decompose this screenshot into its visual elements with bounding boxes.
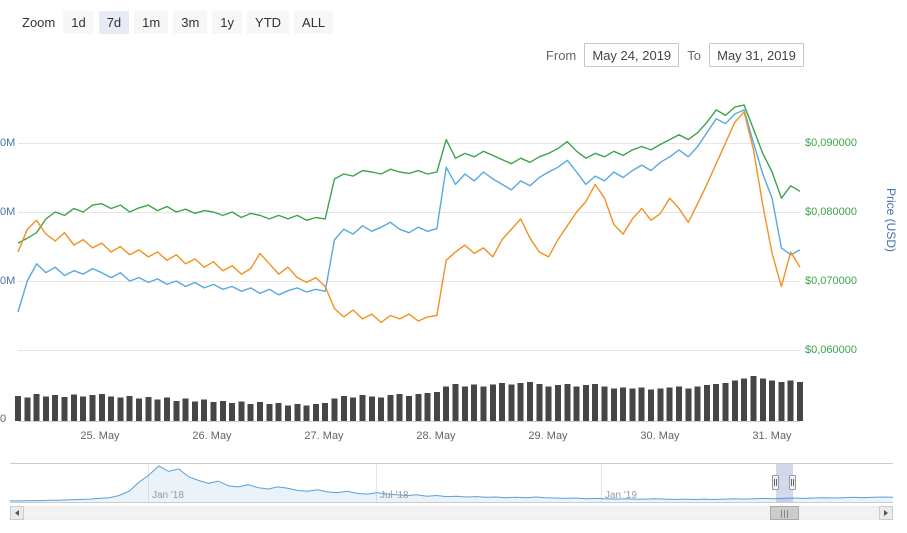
date-axis-tick: 29. May — [528, 430, 568, 442]
right-arrow-icon — [884, 510, 888, 516]
date-axis-tick: 25. May — [80, 430, 120, 442]
scrollbar-thumb[interactable] — [770, 506, 799, 520]
price-gridlines — [18, 143, 800, 351]
date-axis-tick: 27. May — [304, 430, 344, 442]
left-axis-tick-fragment: 0M — [0, 275, 16, 287]
navigator-scrollbar[interactable] — [10, 506, 893, 520]
price-axis-tick: $0,080000 — [805, 206, 857, 218]
scrollbar-left-button[interactable] — [10, 506, 24, 520]
price-axis-tick: $0,070000 — [805, 275, 857, 287]
to-date-input[interactable] — [709, 43, 804, 67]
zoom-label: Zoom — [22, 15, 56, 30]
navigator-tick-label: Jul '18 — [380, 490, 409, 501]
navigator-area — [10, 466, 893, 502]
scrollbar-right-button[interactable] — [879, 506, 893, 520]
date-axis-tick: 26. May — [192, 430, 232, 442]
date-axis-tick: 28. May — [416, 430, 456, 442]
zoom-button-3m[interactable]: 3m — [173, 11, 208, 34]
price-axis-tick: $0,090000 — [805, 137, 857, 149]
scrollbar-track[interactable] — [10, 506, 893, 520]
to-label: To — [687, 47, 701, 63]
left-arrow-icon — [15, 510, 19, 516]
navigator-line — [10, 465, 894, 502]
zoom-toolbar: Zoom 1d 7d 1m 3m 1y YTD ALL — [22, 11, 334, 34]
left-axis-tick-fragment: 0M — [0, 206, 16, 218]
orange-series-line — [17, 111, 801, 324]
navigator-handle-left[interactable] — [772, 475, 779, 490]
navigator-tick-label: Jan '18 — [152, 490, 184, 501]
price-axis-title: Price (USD) — [884, 187, 898, 252]
zoom-button-7d[interactable]: 7d — [98, 11, 130, 34]
date-axis-tick: 31. May — [752, 430, 792, 442]
navigator-handle-right[interactable] — [789, 475, 796, 490]
navigator-selected-range[interactable] — [776, 464, 793, 502]
zoom-button-1d[interactable]: 1d — [63, 11, 94, 34]
date-axis-tick: 30. May — [640, 430, 680, 442]
zoom-button-1m[interactable]: 1m — [134, 11, 169, 34]
volume-axis-zero-label: 0 — [0, 413, 7, 425]
left-axis-tick-fragment: 0M — [0, 137, 16, 149]
date-range-selector: From To — [0, 43, 804, 67]
navigator-tick-label: Jan '19 — [605, 490, 637, 501]
zoom-button-1y[interactable]: 1y — [212, 11, 243, 34]
from-date-input[interactable] — [584, 43, 680, 67]
zoom-button-ytd[interactable]: YTD — [247, 11, 290, 34]
zoom-button-group: 1d 7d 1m 3m 1y YTD ALL — [63, 11, 334, 34]
green-series-line — [17, 104, 801, 244]
from-label: From — [545, 47, 577, 63]
volume-bars — [15, 376, 803, 421]
zoom-button-all[interactable]: ALL — [294, 11, 334, 34]
price-axis-tick: $0,060000 — [805, 344, 857, 356]
blue-series-line — [17, 109, 801, 313]
